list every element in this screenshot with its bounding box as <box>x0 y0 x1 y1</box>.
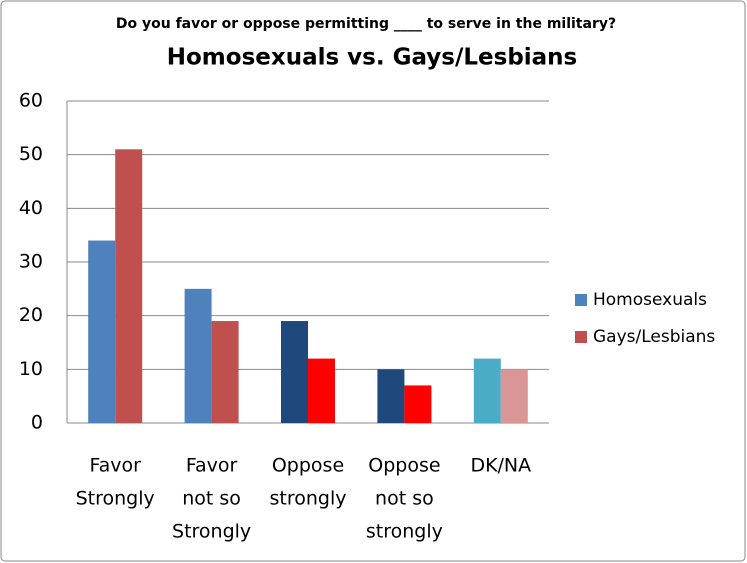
legend-swatch <box>575 331 587 343</box>
chart-title: Homosexuals vs. Gays/Lesbians <box>167 45 578 71</box>
legend-label: Gays/Lesbians <box>593 327 715 347</box>
legend-label: Homosexuals <box>593 290 707 310</box>
y-tick-label: 50 <box>19 143 43 165</box>
x-tick-label: Strongly <box>76 488 155 510</box>
legend-swatch <box>575 294 587 306</box>
y-tick-label: 40 <box>19 197 43 219</box>
bar <box>404 385 432 423</box>
y-tick-label: 30 <box>19 251 43 273</box>
x-tick-label: Oppose <box>272 455 344 477</box>
bar <box>184 288 212 423</box>
bar <box>308 358 335 423</box>
y-tick-label: 0 <box>31 412 43 434</box>
bar <box>500 369 528 423</box>
x-tick-label: not so <box>182 488 241 510</box>
y-tick-label: 10 <box>19 358 43 380</box>
x-tick-label: Oppose <box>368 455 440 477</box>
x-tick-label: Favor <box>89 455 141 477</box>
bar <box>211 321 239 423</box>
x-tick-label: strongly <box>366 521 443 543</box>
bar <box>473 358 501 423</box>
x-tick-label: Favor <box>186 455 238 477</box>
x-tick-label: strongly <box>270 488 347 510</box>
bar <box>88 240 116 423</box>
x-tick-label: DK/NA <box>470 455 531 477</box>
y-tick-label: 60 <box>19 90 43 112</box>
x-tick-label: Strongly <box>172 521 251 543</box>
bar <box>115 149 143 424</box>
chart-subtitle: Do you favor or oppose permitting ____ t… <box>116 16 616 32</box>
x-tick-label: not so <box>375 488 434 510</box>
bar <box>377 369 405 423</box>
y-tick-label: 20 <box>19 304 43 326</box>
bar <box>281 321 308 423</box>
